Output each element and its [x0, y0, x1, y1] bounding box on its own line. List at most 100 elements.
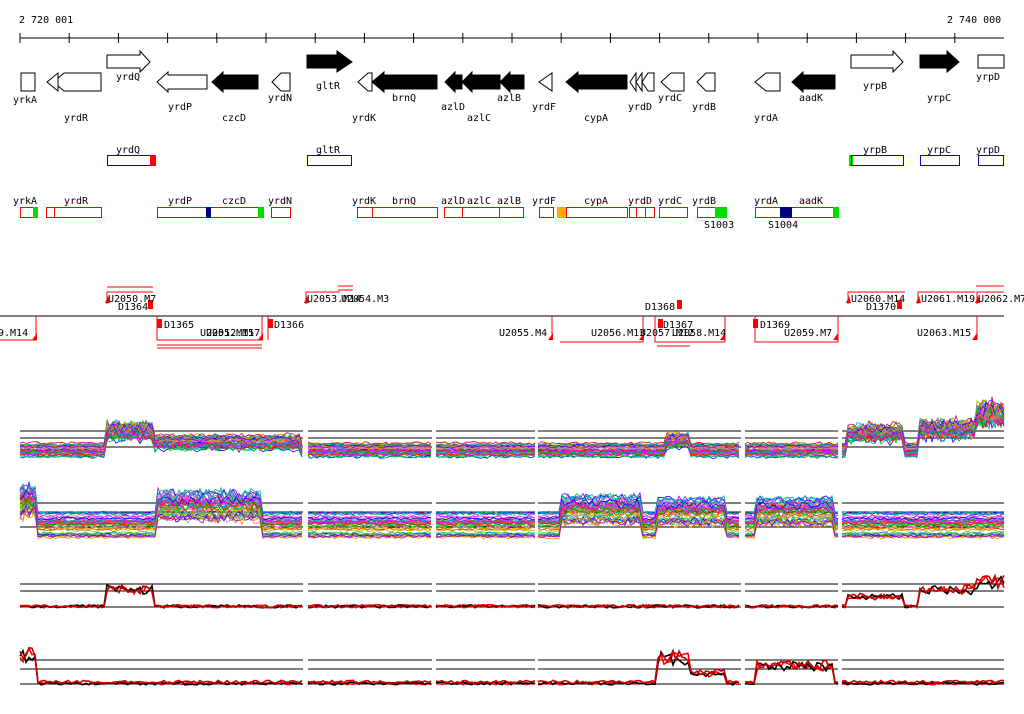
gene-yrdQ[interactable]: yrdQ [106, 49, 151, 83]
segment-label[interactable]: D1368 [645, 302, 675, 313]
segment-label[interactable]: D1365 [164, 320, 194, 331]
operon-label: gltR [316, 145, 341, 156]
segment-label[interactable]: U2063.M15 [917, 328, 971, 339]
operon-yrdK-brnQ[interactable]: yrdK brnQ [352, 196, 438, 218]
expression-profile [307, 603, 432, 609]
segment-label[interactable]: D1369 [760, 320, 790, 331]
expression-profile [841, 533, 1005, 537]
gene-aadK[interactable]: aadK [791, 70, 836, 104]
expression-profile [435, 510, 536, 515]
segment-label[interactable]: U2052.M17 [206, 328, 260, 339]
segment-label[interactable]: D1364 [118, 302, 148, 313]
gene-yrdD[interactable]: yrdD [628, 71, 655, 113]
segment-label[interactable]: U2050.M7 [108, 294, 156, 305]
gene-cypA[interactable]: cypA [565, 70, 628, 124]
segment-label[interactable]: U2060.M14 [851, 294, 905, 305]
gene-brnQ[interactable]: brnQ [371, 70, 438, 104]
gene-yrdA[interactable]: yrdA [754, 72, 781, 124]
segment-label[interactable]: D1367 [663, 320, 693, 331]
segment-label[interactable]: D1370 [866, 302, 896, 313]
gene-label: cypA [584, 113, 608, 124]
operon-cypA[interactable]: cypA [557, 196, 628, 218]
segment-label[interactable]: U2051.M15 [200, 328, 254, 339]
gene-label: yrpD [976, 72, 1000, 83]
gene-yrdN[interactable]: yrdN [268, 72, 292, 104]
expression-panel [19, 480, 1005, 540]
gene-yrdB[interactable]: yrdB [692, 72, 716, 113]
expression-profile [537, 505, 740, 528]
operon-yrdD[interactable]: yrdD [628, 196, 655, 218]
expression-profile [19, 583, 303, 609]
operon-yrdQ[interactable]: yrdQ [107, 145, 157, 166]
expression-profile [537, 500, 740, 524]
gene-yrdF[interactable]: yrdF [532, 72, 556, 113]
segment-label[interactable]: U2061.M19 [921, 294, 975, 305]
segment-label[interactable]: D1366 [274, 320, 304, 331]
expression-profile [19, 423, 303, 450]
operon-label: yrkA [13, 196, 37, 207]
gene-yrdR[interactable]: yrdR [46, 71, 102, 124]
gene-label: yrdD [628, 102, 652, 113]
expression-profile [744, 450, 839, 455]
expression-profile [744, 658, 839, 685]
operon-yrpD[interactable]: yrpD [976, 145, 1004, 166]
gene-azlC[interactable]: azlC [461, 70, 501, 124]
gene-azlB[interactable]: azlB [497, 70, 525, 104]
operon-yrkA[interactable]: yrkA [13, 196, 38, 218]
expression-profile [307, 528, 432, 533]
expression-profile [841, 528, 1005, 533]
expression-profile [307, 679, 432, 685]
gene-gltR[interactable]: gltR [306, 50, 353, 92]
gene-yrpD[interactable]: yrpD [976, 54, 1005, 83]
gene-label: azlD [441, 102, 465, 113]
expression-profile [744, 452, 839, 457]
expression-profile [435, 534, 536, 539]
gene-yrpC[interactable]: yrpC [919, 49, 960, 104]
operon-gltR[interactable]: gltR [307, 145, 352, 166]
operon-yrdN[interactable]: yrdN [268, 196, 292, 218]
operon-yrdR[interactable]: yrdR [46, 196, 102, 218]
segment-label[interactable]: U2054.M3 [341, 294, 389, 305]
operon-yrdB[interactable]: yrdB S1003 [692, 196, 734, 231]
gene-azlD[interactable]: azlD [441, 70, 465, 113]
gene-yrdC[interactable]: yrdC [658, 72, 685, 104]
segment-label[interactable]: U2056.M13 [591, 328, 645, 339]
expression-profile [537, 440, 740, 456]
gene-label: yrdK [352, 113, 376, 124]
gene-yrpB[interactable]: yrpB [850, 49, 904, 92]
expression-profile [307, 522, 432, 526]
expression-profile [841, 535, 1004, 540]
gene-label: brnQ [392, 93, 416, 104]
operon-yrdC[interactable]: yrdC [658, 196, 688, 218]
gene-label: gltR [316, 81, 341, 92]
operon-yrdA-aadK[interactable]: yrdA aadK S1004 [754, 196, 839, 231]
segment-label[interactable]: 9.M14 [0, 328, 28, 339]
operon-yrpB[interactable]: yrpB [849, 145, 904, 166]
expression-profile [537, 434, 740, 451]
segment-label[interactable]: U2055.M4 [499, 328, 547, 339]
segment-label[interactable]: U2062.M7 [978, 294, 1024, 305]
gene-yrdP[interactable]: yrdP [156, 70, 208, 113]
segment-end-markers [32, 296, 980, 340]
gene-czcD[interactable]: czcD [211, 70, 259, 124]
operon-azl[interactable]: azlD azlC azlB [441, 196, 524, 218]
operon-yrdF[interactable]: yrdF [532, 196, 556, 218]
expression-profile [841, 399, 1005, 448]
expression-profile [435, 518, 536, 523]
expression-profile [537, 648, 740, 685]
operon-label: yrdP [168, 196, 192, 207]
gene-yrkA[interactable]: yrkA [13, 72, 37, 106]
expression-profile [19, 484, 303, 515]
operon-yrdP-czcD[interactable]: yrdP czcD [157, 196, 265, 218]
expression-profile [841, 523, 1005, 528]
segment-label[interactable]: U2059.M7 [784, 328, 832, 339]
gene-yrdK[interactable]: yrdK [352, 72, 376, 124]
segment-label[interactable]: U2057.M12 [640, 328, 694, 339]
segment-label[interactable]: U2053.M14 [307, 294, 361, 305]
operon-yrpC[interactable]: yrpC [920, 145, 960, 166]
expression-profile [435, 445, 536, 449]
segment-label[interactable]: U2058.M14 [672, 328, 726, 339]
expression-profile [436, 451, 536, 456]
expression-profile [307, 444, 432, 449]
expression-profile [19, 583, 303, 609]
